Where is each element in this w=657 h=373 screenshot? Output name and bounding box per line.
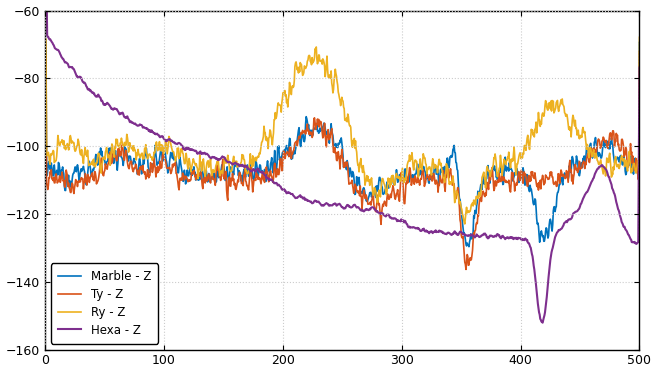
Ty - Z	[449, 182, 457, 186]
Marble - Z	[42, 48, 50, 53]
Hexa - Z	[505, 236, 512, 241]
Hexa - Z	[539, 320, 547, 325]
Ry - Z	[449, 179, 457, 184]
Ry - Z	[505, 159, 513, 164]
Marble - Z	[635, 40, 643, 45]
Ry - Z	[304, 59, 311, 63]
Line: Ty - Z: Ty - Z	[46, 51, 639, 269]
Ry - Z	[461, 222, 468, 226]
Ty - Z	[635, 49, 643, 54]
Hexa - Z	[282, 190, 290, 194]
Marble - Z	[449, 146, 457, 151]
Hexa - Z	[449, 232, 457, 236]
Ry - Z	[282, 93, 290, 97]
Marble - Z	[304, 120, 311, 124]
Hexa - Z	[304, 198, 311, 203]
Ty - Z	[516, 178, 524, 182]
Ry - Z	[635, 35, 643, 40]
Marble - Z	[102, 160, 110, 164]
Ty - Z	[462, 267, 470, 272]
Hexa - Z	[102, 101, 110, 106]
Legend: Marble - Z, Ty - Z, Ry - Z, Hexa - Z: Marble - Z, Ty - Z, Ry - Z, Hexa - Z	[51, 263, 158, 344]
Ty - Z	[282, 151, 290, 156]
Ty - Z	[505, 183, 513, 188]
Line: Ry - Z: Ry - Z	[46, 37, 639, 224]
Ty - Z	[42, 54, 50, 58]
Hexa - Z	[635, 65, 643, 70]
Line: Hexa - Z: Hexa - Z	[46, 0, 639, 323]
Ty - Z	[102, 166, 110, 171]
Line: Marble - Z: Marble - Z	[46, 43, 639, 247]
Marble - Z	[465, 244, 473, 249]
Ty - Z	[304, 122, 311, 126]
Marble - Z	[516, 178, 524, 182]
Hexa - Z	[516, 236, 524, 240]
Ry - Z	[102, 145, 110, 150]
Marble - Z	[282, 145, 290, 150]
Ry - Z	[42, 37, 50, 41]
Ry - Z	[516, 151, 524, 155]
Marble - Z	[505, 160, 513, 165]
